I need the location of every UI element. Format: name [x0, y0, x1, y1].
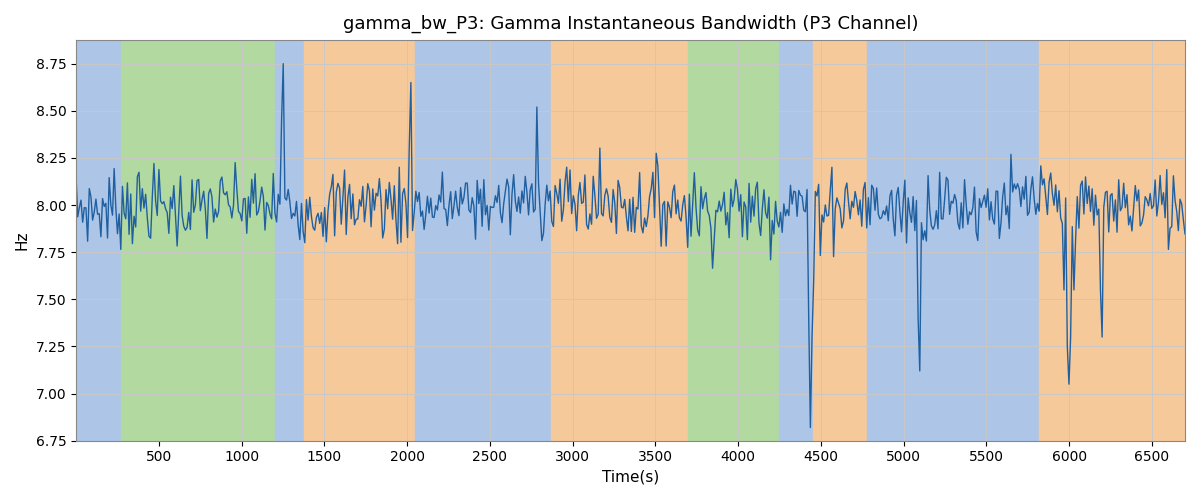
Y-axis label: Hz: Hz	[14, 230, 30, 250]
Bar	[551, 40, 689, 440]
Bar	[121, 40, 275, 440]
Bar	[532, 40, 551, 440]
Bar	[305, 40, 415, 440]
Bar	[76, 40, 121, 440]
Bar	[812, 40, 868, 440]
Bar	[1081, 40, 1186, 440]
Bar	[780, 40, 812, 440]
Bar	[415, 40, 532, 440]
Bar	[1039, 40, 1081, 440]
Bar	[689, 40, 780, 440]
X-axis label: Time(s): Time(s)	[602, 470, 659, 485]
Title: gamma_bw_P3: Gamma Instantaneous Bandwidth (P3 Channel): gamma_bw_P3: Gamma Instantaneous Bandwid…	[343, 15, 918, 34]
Bar	[868, 40, 1039, 440]
Bar	[275, 40, 305, 440]
